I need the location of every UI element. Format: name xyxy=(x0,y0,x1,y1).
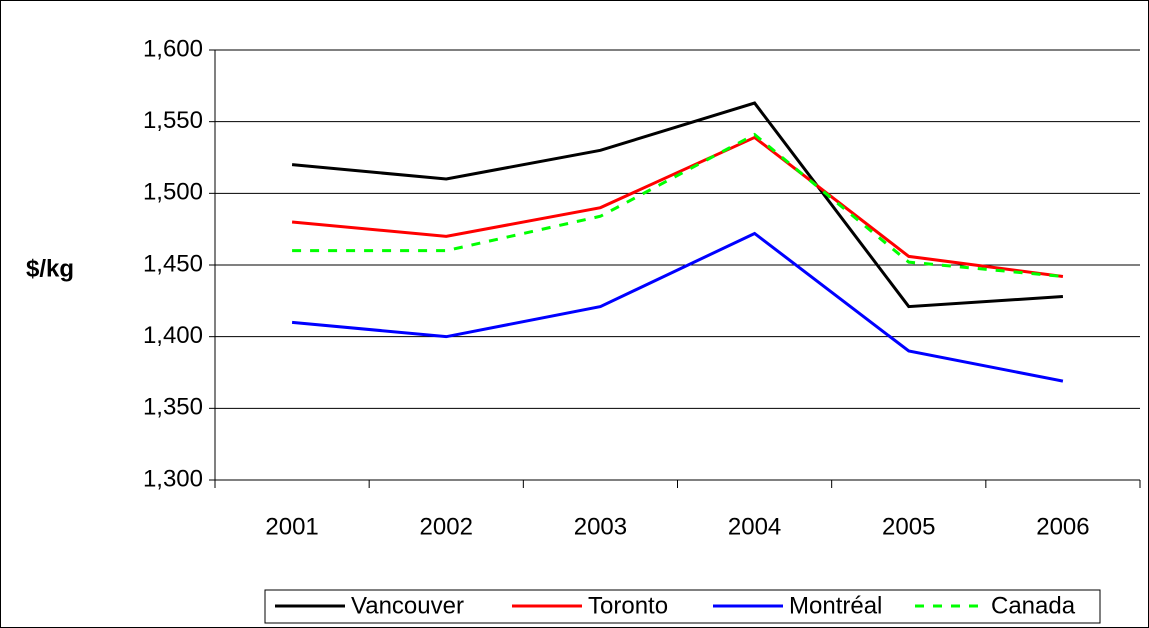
y-tick-label: 1,350 xyxy=(143,394,203,421)
series-line xyxy=(291,231,1064,383)
y-tick-label: 1,400 xyxy=(143,322,203,349)
legend-box xyxy=(264,589,1101,624)
legend-label: Vancouver xyxy=(351,592,464,619)
x-tick-label: 2006 xyxy=(1036,513,1089,540)
y-tick-label: 1,500 xyxy=(143,179,203,206)
x-tick-label: 2002 xyxy=(420,513,473,540)
legend-label: Canada xyxy=(991,592,1076,619)
legend-label: Toronto xyxy=(588,592,668,619)
series-line xyxy=(292,132,1064,278)
y-tick-label: 1,550 xyxy=(143,107,203,134)
legend-label: Montréal xyxy=(789,592,882,619)
x-tick-label: 2003 xyxy=(574,513,627,540)
x-tick-label: 2005 xyxy=(882,513,935,540)
y-tick-label: 1,600 xyxy=(143,35,203,62)
y-tick-label: 1,450 xyxy=(143,250,203,277)
x-tick-label: 2001 xyxy=(265,513,318,540)
y-tick-label: 1,300 xyxy=(143,465,203,492)
series-line xyxy=(291,135,1064,278)
series-line xyxy=(291,101,1064,309)
x-tick-label: 2004 xyxy=(728,513,781,540)
y-axis-label: $/kg xyxy=(26,255,74,282)
